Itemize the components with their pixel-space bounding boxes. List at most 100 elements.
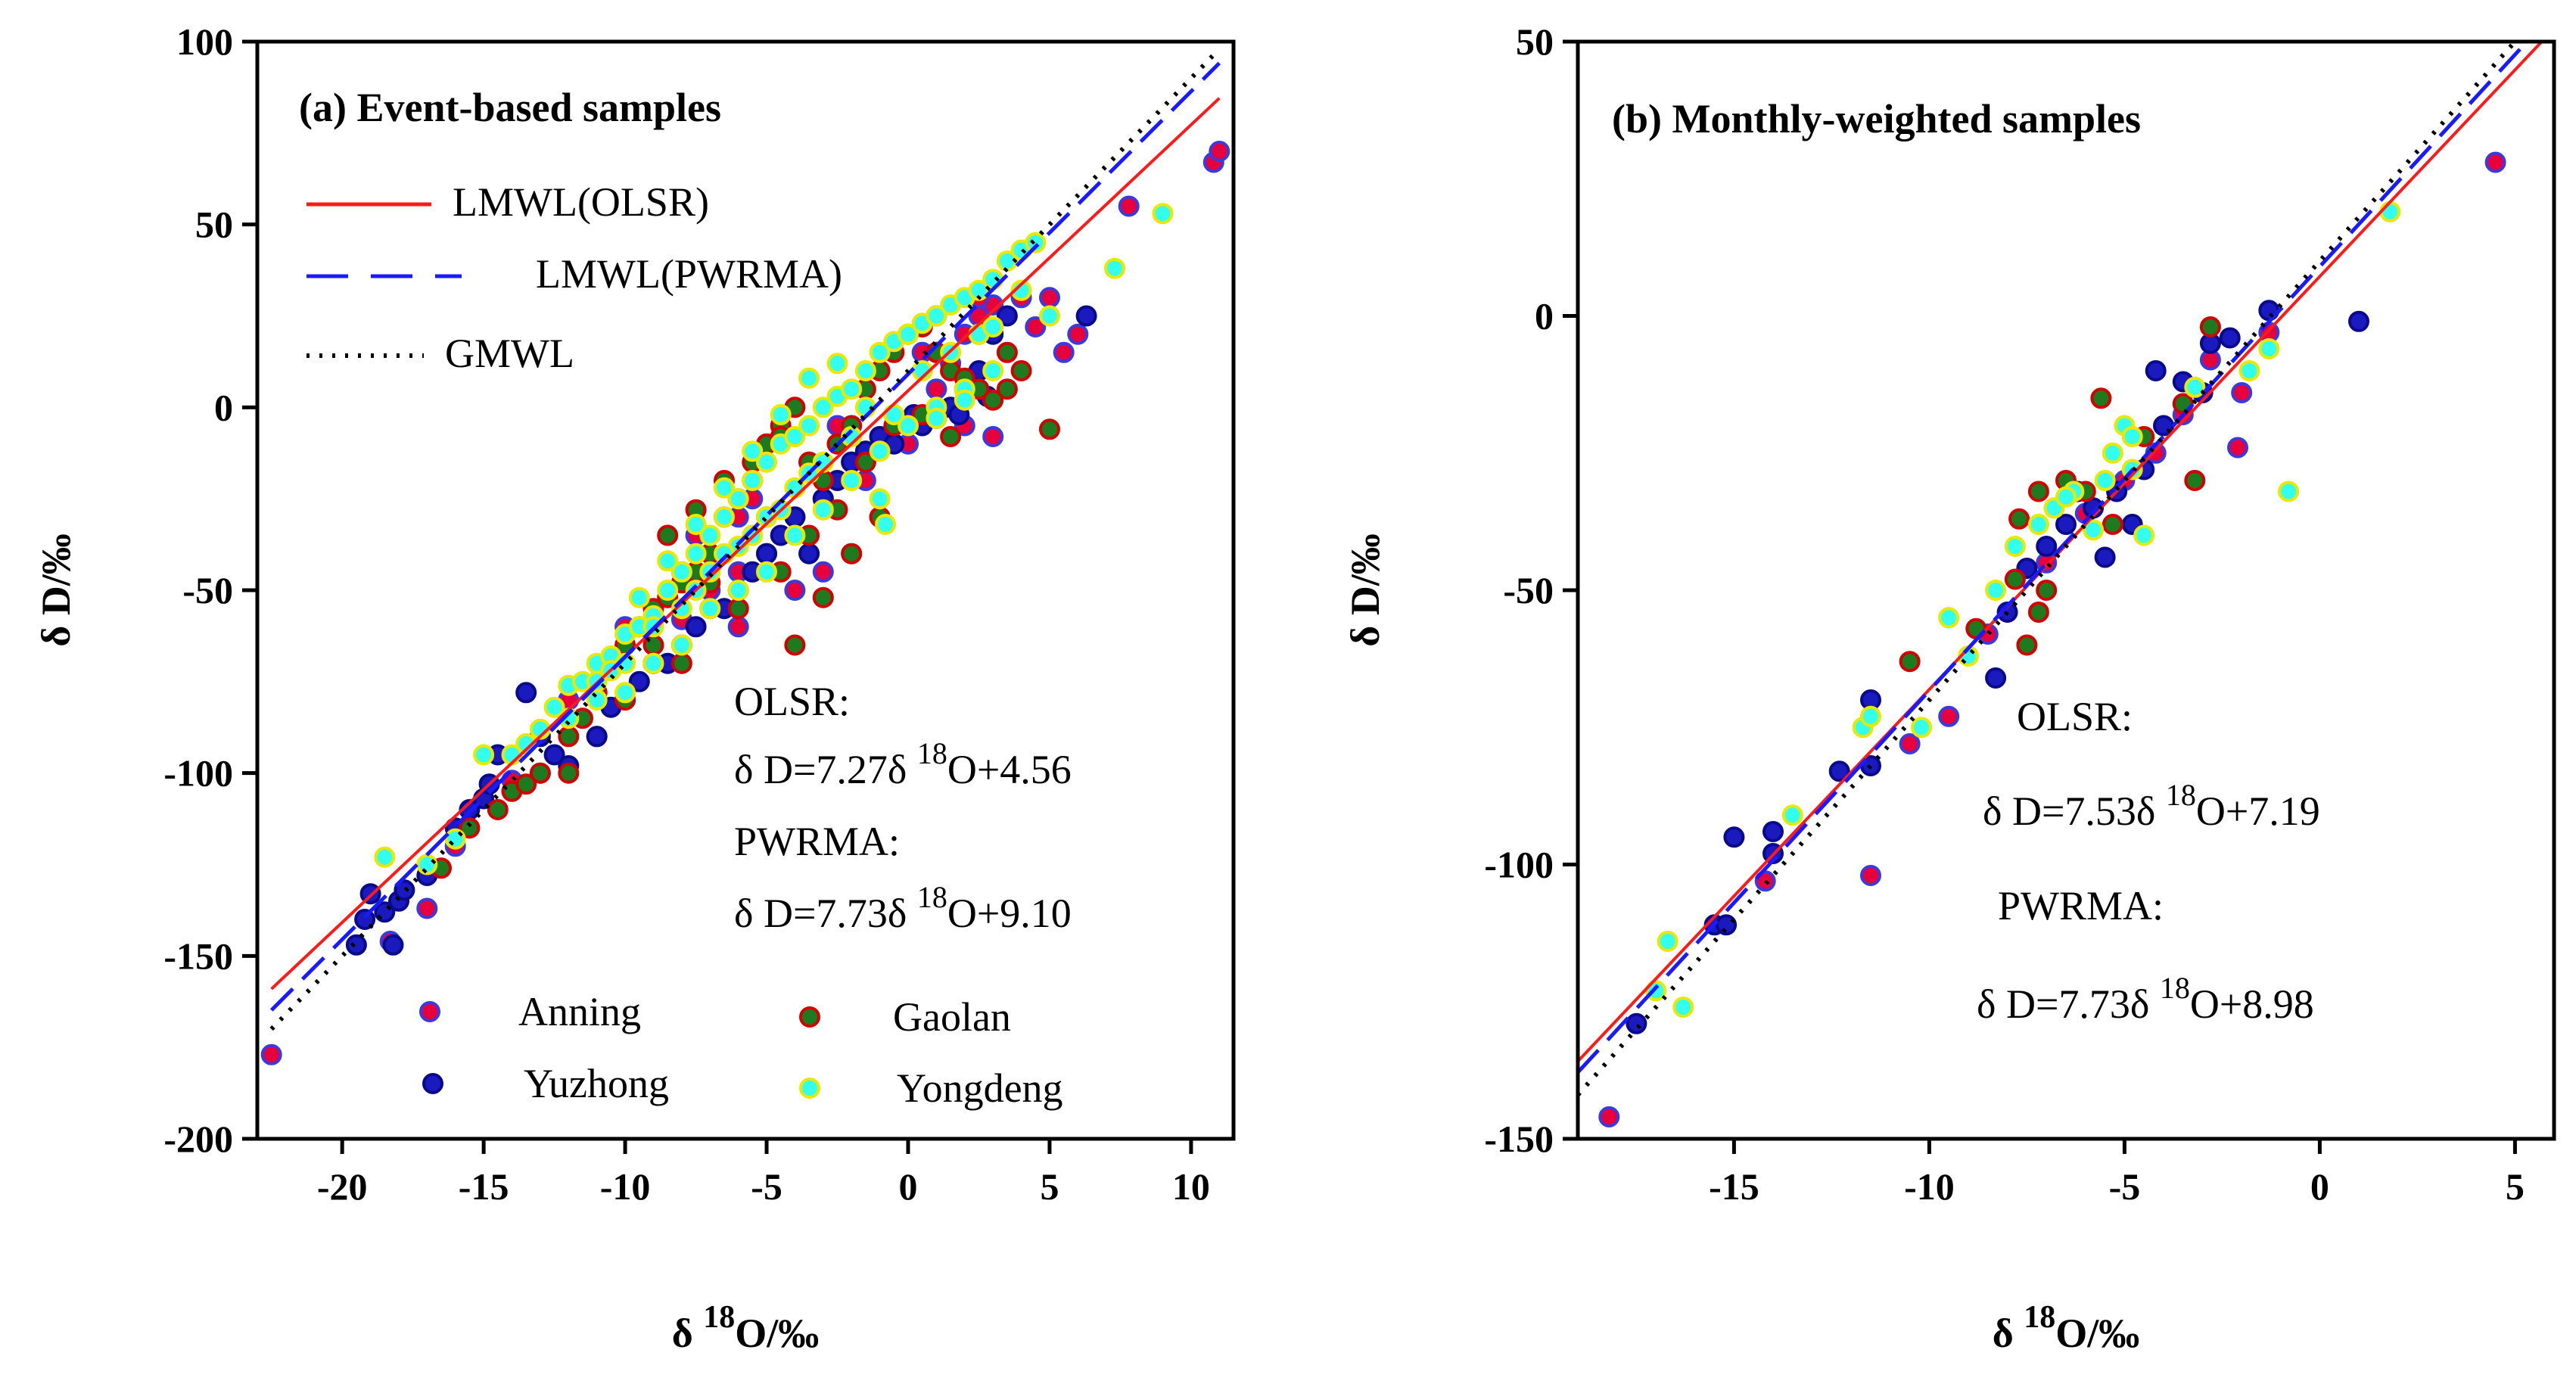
anning-point xyxy=(2484,151,2506,173)
olsr-equation: δ D=7.53δ 18O+7.19 xyxy=(1983,778,2320,834)
yongdeng-point xyxy=(685,514,707,535)
anning-point xyxy=(812,561,834,583)
yuzhong-point xyxy=(2145,360,2167,381)
gaolan-point xyxy=(487,799,509,820)
panel-a-data-layer xyxy=(260,47,1230,1065)
yongdeng-point xyxy=(784,524,806,546)
gaolan-point xyxy=(2016,634,2038,656)
yongdeng-point xyxy=(869,440,891,462)
gaolan-point xyxy=(2027,602,2049,623)
yongdeng-point xyxy=(727,580,749,601)
pwrma-regression-line xyxy=(1578,42,2530,1074)
yongdeng-point xyxy=(784,426,806,447)
yongdeng-point xyxy=(869,488,891,510)
series-yongdeng xyxy=(1645,201,2401,1018)
yuzhong-point xyxy=(2094,546,2116,568)
y-tick-label: -100 xyxy=(1484,844,1554,886)
yongdeng-point xyxy=(2379,201,2401,222)
x-tick-label: -5 xyxy=(751,1165,782,1208)
panel-b-title: (b) Monthly-weighted samples xyxy=(1612,96,2141,141)
anning-point xyxy=(1118,195,1140,217)
yongdeng-point xyxy=(742,470,764,491)
legend-yuzhong-marker xyxy=(422,1073,443,1094)
panel-a-equations: OLSR: δ D=7.27δ 18O+4.56 PWRMA: δ D=7.73… xyxy=(734,679,1072,936)
x-tick-label: -15 xyxy=(459,1165,509,1208)
yongdeng-point xyxy=(926,407,947,429)
yongdeng-point xyxy=(756,451,777,473)
yongdeng-point xyxy=(982,360,1004,381)
gaolan-point xyxy=(459,817,481,839)
yuzhong-point xyxy=(382,934,404,956)
gaolan-point xyxy=(996,341,1018,363)
gaolan-point xyxy=(670,652,692,674)
yongdeng-point xyxy=(2102,442,2123,464)
yongdeng-point xyxy=(670,634,692,656)
yongdeng-point xyxy=(515,733,537,754)
y-tick-label: 0 xyxy=(214,386,233,428)
y-tick-label: 100 xyxy=(176,20,233,63)
olsr-regression-line xyxy=(270,97,1221,990)
yongdeng-point xyxy=(1104,257,1125,279)
yongdeng-point xyxy=(642,652,664,674)
yongdeng-point xyxy=(1672,997,1694,1018)
yongdeng-point xyxy=(699,598,721,620)
yongdeng-point xyxy=(2238,360,2260,381)
yuzhong-point xyxy=(798,543,820,564)
yongdeng-point xyxy=(444,828,466,850)
gaolan-point xyxy=(996,378,1018,400)
gaolan-point xyxy=(2184,470,2206,491)
yongdeng-point xyxy=(812,499,834,521)
gaolan-point xyxy=(854,451,876,473)
yongdeng-point xyxy=(869,341,891,363)
gaolan-point xyxy=(841,543,863,564)
y-tick-label: 0 xyxy=(1535,295,1554,337)
legend-gmwl-label: GMWL xyxy=(445,331,574,376)
gaolan-point xyxy=(1010,360,1032,381)
y-tick-label: -150 xyxy=(163,935,233,977)
gaolan-point xyxy=(2090,387,2112,409)
panel-a-y-axis-label: δ D/‰ xyxy=(33,533,79,647)
anning-point xyxy=(2231,382,2253,403)
gaolan-point xyxy=(529,762,551,784)
panel-a-x-axis-label: δ 18O/‰ xyxy=(672,1300,820,1356)
panel-b-plot-frame xyxy=(1576,39,2556,1141)
x-tick-label: -10 xyxy=(1904,1165,1955,1208)
yongdeng-point xyxy=(854,360,876,381)
yuzhong-point xyxy=(394,879,415,901)
anning-point xyxy=(260,1043,282,1065)
legend-anning-marker xyxy=(419,1001,440,1022)
yuzhong-point xyxy=(628,670,650,692)
gaolan-point xyxy=(727,598,749,620)
anning-point xyxy=(1025,316,1047,337)
anning-point xyxy=(1053,341,1075,363)
anning-point xyxy=(1067,323,1089,345)
olsr-equation-label: OLSR: xyxy=(734,679,850,724)
yongdeng-point xyxy=(898,415,919,437)
yuzhong-point xyxy=(2055,514,2077,535)
yongdeng-point xyxy=(756,561,777,583)
yongdeng-point xyxy=(699,524,721,546)
legend-olsr-label: LMWL(OLSR) xyxy=(453,179,709,225)
gaolan-point xyxy=(2008,508,2030,530)
gmwl-line xyxy=(1578,42,2518,1096)
y-tick-label: -100 xyxy=(163,752,233,795)
yongdeng-point xyxy=(2027,514,2049,535)
panel-b-x-axis-label: δ 18O/‰ xyxy=(1993,1300,2140,1356)
yongdeng-point xyxy=(841,470,863,491)
yongdeng-point xyxy=(1860,705,1881,727)
gaolan-point xyxy=(2027,480,2049,502)
y-tick-label: 50 xyxy=(1516,20,1554,63)
legend-yongdeng-label: Yongdeng xyxy=(897,1065,1063,1111)
yongdeng-point xyxy=(982,316,1004,337)
yongdeng-point xyxy=(1025,232,1047,253)
anning-point xyxy=(1860,865,1881,886)
yongdeng-point xyxy=(826,353,848,375)
yongdeng-point xyxy=(714,477,735,499)
yongdeng-point xyxy=(2004,536,2026,557)
pwrma-equation-label: PWRMA: xyxy=(734,819,900,864)
yuzhong-point xyxy=(345,934,367,956)
yongdeng-point xyxy=(670,561,692,583)
